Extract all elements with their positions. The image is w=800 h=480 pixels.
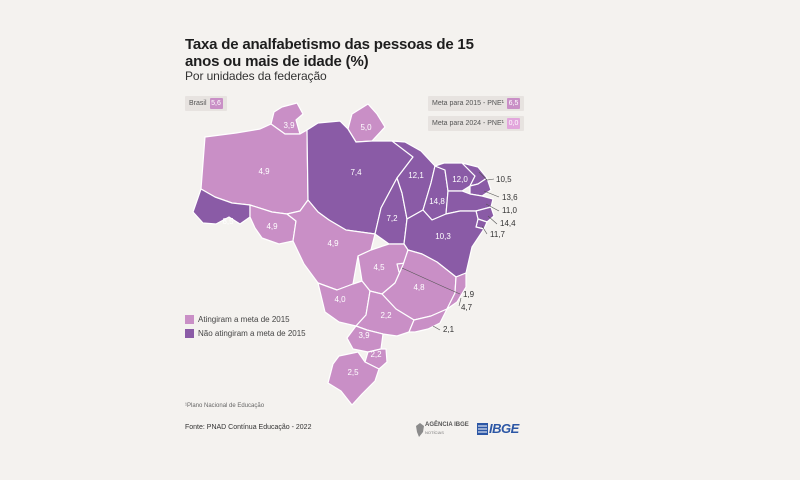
state-espirito-santo [446, 272, 467, 310]
state-value-pernambuco: 11,0 [502, 206, 518, 215]
legend-item-met: Atingiram a meta de 2015 [185, 315, 290, 325]
legend-swatch-met [185, 315, 194, 325]
state-acre [192, 188, 251, 225]
ibge-logo-text: IBGE [489, 421, 519, 436]
state-value-santa-catarina: 2,2 [370, 350, 382, 359]
state-value-rio-de-janeiro: 2,1 [443, 325, 455, 334]
agencia-logo-line1: AGÊNCIA IBGE [425, 422, 469, 428]
state-value-goias: 4,5 [373, 263, 385, 272]
state-value-roraima: 3,9 [283, 121, 295, 130]
state-value-ceara: 12,0 [452, 175, 468, 184]
state-value-rondonia: 4,9 [266, 222, 278, 231]
state-value-rio-grande-do-norte: 10,5 [496, 175, 512, 184]
state-value-sao-paulo: 2,2 [380, 311, 392, 320]
leader-line-rio-de-janeiro [432, 325, 441, 331]
legend-label-not-met: Não atingiram a meta de 2015 [198, 329, 306, 338]
state-value-piaui: 14,8 [429, 197, 445, 206]
legend-item-not-met: Não atingiram a meta de 2015 [185, 329, 306, 339]
meta-2024-chip: Meta para 2024 - PNE¹ 0,0 [428, 116, 524, 131]
state-value-amazonas: 4,9 [258, 167, 270, 176]
state-value-bahia: 10,3 [435, 232, 451, 241]
meta-2015-label: Meta para 2015 - PNE¹ [432, 100, 504, 107]
state-value-alagoas: 14,4 [500, 219, 516, 228]
leader-line-sergipe [481, 225, 488, 235]
agencia-ibge-logo: AGÊNCIA IBGE NOTÍCIAS [415, 421, 471, 439]
state-value-acre: 8,5 [222, 217, 234, 226]
leader-line-rio-grande-do-norte [478, 171, 495, 181]
leader-line-alagoas [487, 215, 498, 225]
state-sao-paulo [355, 290, 415, 337]
brasil-chip: Brasil 5,6 [185, 96, 227, 111]
legend-swatch-not-met [185, 329, 194, 339]
ibge-mark-icon [477, 423, 488, 435]
state-rio-grande-do-sul [327, 351, 380, 406]
state-value-rio-grande-do-sul: 2,5 [347, 368, 359, 377]
state-value-parana: 3,9 [358, 331, 370, 340]
brazil-silhouette-icon [416, 423, 424, 437]
ibge-logo: IBGE [477, 420, 527, 438]
state-value-sergipe: 11,7 [490, 230, 506, 239]
leader-line-paraiba [483, 190, 500, 198]
state-rio-de-janeiro [408, 308, 448, 333]
state-rondonia [249, 204, 297, 245]
state-value-minas-gerais: 4,8 [413, 283, 425, 292]
leader-line-espirito-santo [458, 297, 462, 307]
state-value-maranhao: 12,1 [408, 171, 424, 180]
brasil-label: Brasil [189, 100, 207, 107]
state-value-para: 7,4 [350, 168, 362, 177]
state-value-distrito-federal: 1,9 [463, 290, 475, 299]
agencia-logo-line2: NOTÍCIAS [425, 430, 444, 435]
meta-2015-value: 6,5 [506, 97, 520, 109]
meta-2024-label: Meta para 2024 - PNE¹ [432, 120, 504, 127]
footnote: ¹Plano Nacional de Educação [185, 403, 265, 409]
meta-2015-chip: Meta para 2015 - PNE¹ 6,5 [428, 96, 524, 111]
state-value-mato-grosso: 4,9 [327, 239, 339, 248]
leader-line-pernambuco [485, 203, 500, 212]
state-value-tocantins: 7,2 [386, 214, 398, 223]
source-note: Fonte: PNAD Contínua Educação - 2022 [185, 424, 312, 431]
state-value-paraiba: 13,6 [502, 193, 518, 202]
leader-line-distrito-federal [401, 267, 461, 295]
map-title: Taxa de analfabetismo das pessoas de 15 … [185, 36, 474, 70]
meta-2024-value: 0,0 [506, 117, 520, 129]
state-value-espirito-santo: 4,7 [461, 303, 473, 312]
state-value-amapa: 5,0 [360, 123, 372, 132]
map-subtitle: Por unidades da federação [185, 69, 327, 83]
brasil-value: 5,6 [209, 97, 223, 109]
state-value-mato-grosso-do-sul: 4,0 [334, 295, 346, 304]
legend-label-met: Atingiram a meta de 2015 [198, 315, 290, 324]
